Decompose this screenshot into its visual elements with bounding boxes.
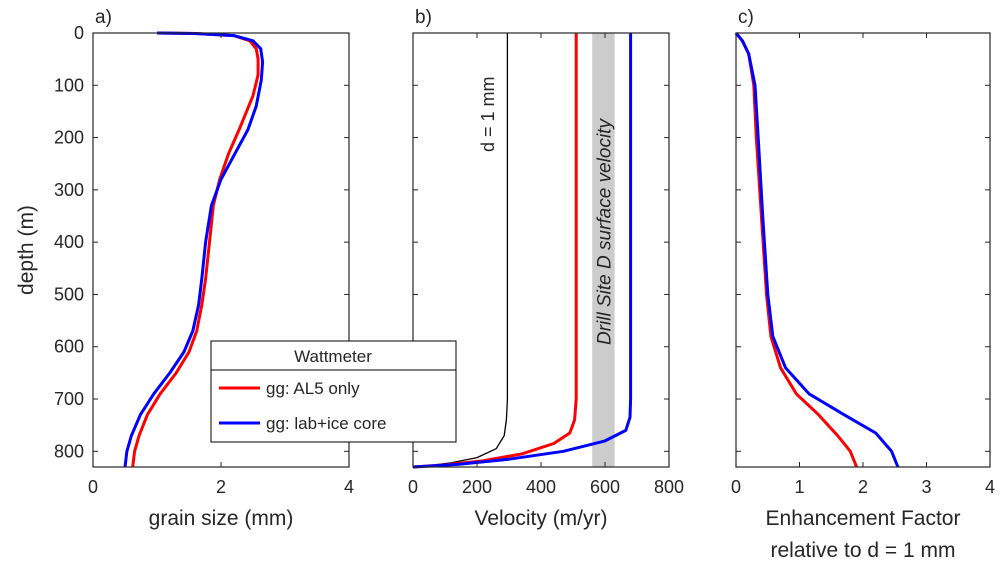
x-tick-label: 800 bbox=[654, 477, 684, 497]
legend-box bbox=[210, 340, 457, 443]
x-tick-label: 1 bbox=[794, 477, 804, 497]
legend: Wattmeter gg: AL5 only gg: lab+ice core bbox=[210, 340, 457, 443]
panel-label: c) bbox=[738, 7, 754, 28]
y-tick-label: 100 bbox=[54, 75, 84, 95]
y-tick-label: 0 bbox=[74, 23, 84, 43]
velocity-band bbox=[592, 33, 615, 467]
series-line-0 bbox=[734, 32, 858, 468]
y-tick-label: 300 bbox=[54, 180, 84, 200]
x-tick-label: 600 bbox=[590, 477, 620, 497]
legend-entry-lab: gg: lab+ice core bbox=[266, 414, 387, 433]
panel-b: 0 200 400 600 800 Velocity (m/yr) b) d = 1 mm Dr… bbox=[408, 7, 684, 530]
x-tick-label: 400 bbox=[526, 477, 556, 497]
series-line-0 bbox=[131, 31, 260, 468]
legend-title: Wattmeter bbox=[294, 347, 372, 366]
annotation-d1mm: d = 1 mm bbox=[478, 76, 498, 152]
annotation-drill-site: Drill Site D surface velocity bbox=[594, 118, 615, 345]
x-tick-label: 0 bbox=[731, 477, 741, 497]
series-line-1 bbox=[734, 32, 900, 468]
y-tick-label: 600 bbox=[54, 337, 84, 357]
x-tick-label: 2 bbox=[858, 477, 868, 497]
x-tick-label: 0 bbox=[88, 477, 98, 497]
x-axis-label: Velocity (m/yr) bbox=[474, 507, 607, 530]
series-line-2 bbox=[412, 33, 633, 469]
x-tick-label: 3 bbox=[921, 477, 931, 497]
series-line-1 bbox=[123, 31, 265, 468]
x-tick-label: 0 bbox=[408, 477, 418, 497]
axes-box bbox=[735, 32, 991, 468]
x-axis-label: grain size (mm) bbox=[149, 507, 294, 530]
y-tick-label: 400 bbox=[54, 232, 84, 252]
x-tick-label: 4 bbox=[985, 477, 995, 497]
x-tick-label: 200 bbox=[462, 477, 492, 497]
panel-label: b) bbox=[415, 7, 432, 28]
y-tick-label: 200 bbox=[54, 128, 84, 148]
x-tick-label: 4 bbox=[344, 477, 354, 497]
legend-entry-al5: gg: AL5 only bbox=[266, 379, 360, 398]
y-axis-label: depth (m) bbox=[15, 205, 38, 295]
panel-a: 0 2 4 0 100 200 300 400 500 600 700 800 grain size (… bbox=[15, 7, 354, 530]
y-tick-label: 700 bbox=[54, 389, 84, 409]
panel-c: 0 1 2 3 4 Enhancement Factor relative to d = 1… bbox=[731, 7, 995, 562]
x-axis-label: Enhancement Factor bbox=[766, 507, 961, 530]
y-tick-label: 800 bbox=[54, 441, 84, 461]
y-tick-label: 500 bbox=[54, 284, 84, 304]
panel-label: a) bbox=[95, 7, 112, 28]
x-axis-label-line2: relative to d = 1 mm bbox=[771, 539, 956, 562]
x-tick-label: 2 bbox=[216, 477, 226, 497]
